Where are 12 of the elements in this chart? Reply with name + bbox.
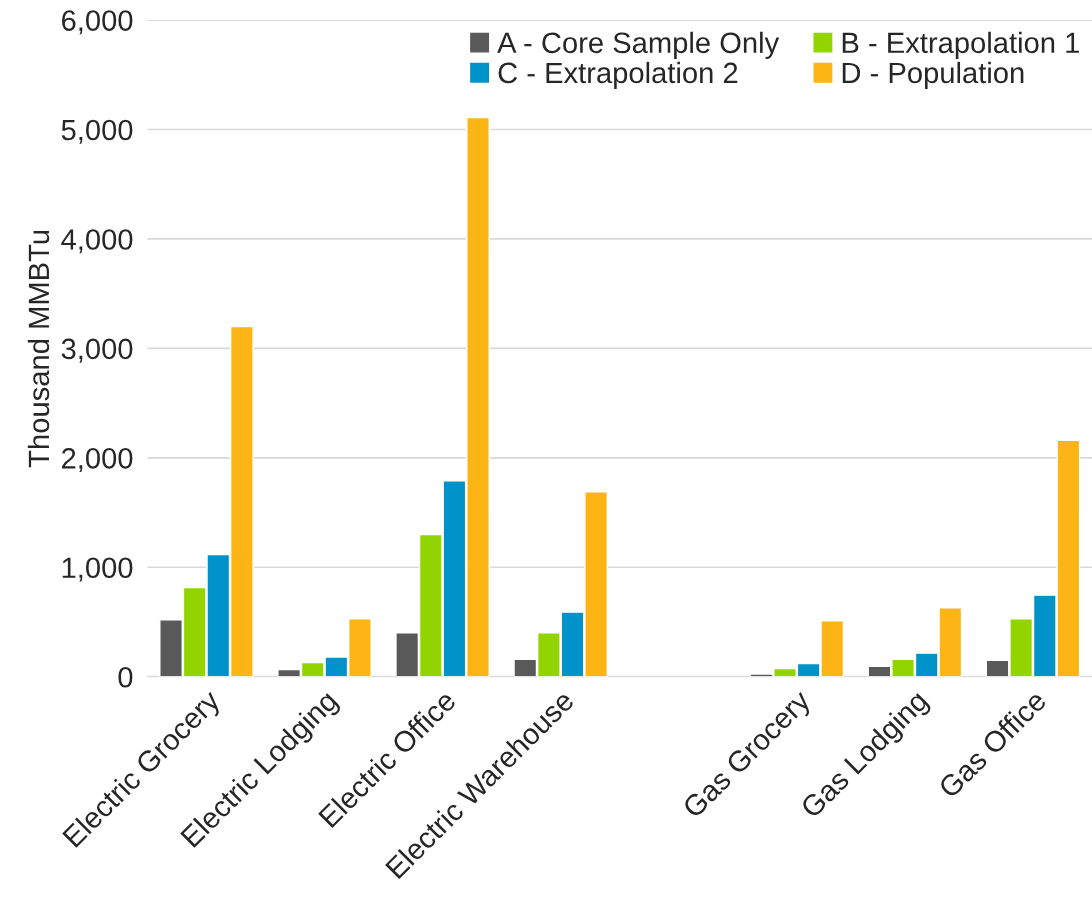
y-tick-label: 3,000 — [61, 338, 133, 363]
legend-label: B - Extrapolation 1 — [842, 31, 1079, 59]
y-tick-label: 0 — [118, 666, 133, 688]
legend-label: D - Population — [842, 61, 1024, 90]
y-tick-label: 4,000 — [61, 229, 133, 254]
y-tick-label: 5,000 — [61, 119, 133, 144]
y-axis-title: Thousand MMBTu — [27, 230, 50, 468]
y-tick-label: 6,000 — [62, 10, 133, 35]
legend-label: C - Extrapolation 2 — [498, 61, 738, 90]
y-tick-label: 2,000 — [62, 448, 133, 473]
legend-label: A - Core Sample Only — [497, 31, 780, 59]
y-tick-label: 1,000 — [62, 557, 133, 582]
